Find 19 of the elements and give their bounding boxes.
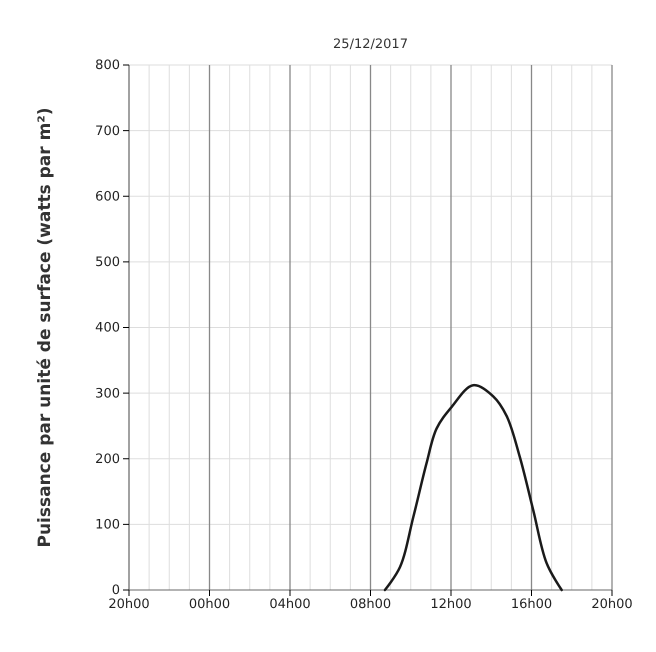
y-tick-label: 400 <box>95 320 120 336</box>
x-tick-label: 00h00 <box>188 597 230 612</box>
y-tick-label: 500 <box>95 255 120 270</box>
y-tick-label: 100 <box>95 518 120 533</box>
y-tick-label: 700 <box>95 124 120 139</box>
x-tick-label: 08h00 <box>350 597 392 612</box>
y-axis-title: Puissance par unité de surface (watts par m²) <box>35 108 55 548</box>
y-tick-label: 200 <box>95 452 120 467</box>
x-tick-label: 12h00 <box>430 597 472 612</box>
chart-title: 25/12/2017 <box>333 37 408 52</box>
y-tick-label: 800 <box>95 58 120 74</box>
x-tick-label: 20h00 <box>591 597 633 612</box>
x-tick-label: 04h00 <box>269 597 311 612</box>
x-tick-label: 16h00 <box>510 597 552 612</box>
y-tick-label: 300 <box>95 386 120 402</box>
x-tick-label: 20h00 <box>108 597 150 612</box>
line-series <box>384 384 563 592</box>
y-tick-label: 600 <box>95 189 120 204</box>
y-tick-label: 0 <box>112 583 120 598</box>
